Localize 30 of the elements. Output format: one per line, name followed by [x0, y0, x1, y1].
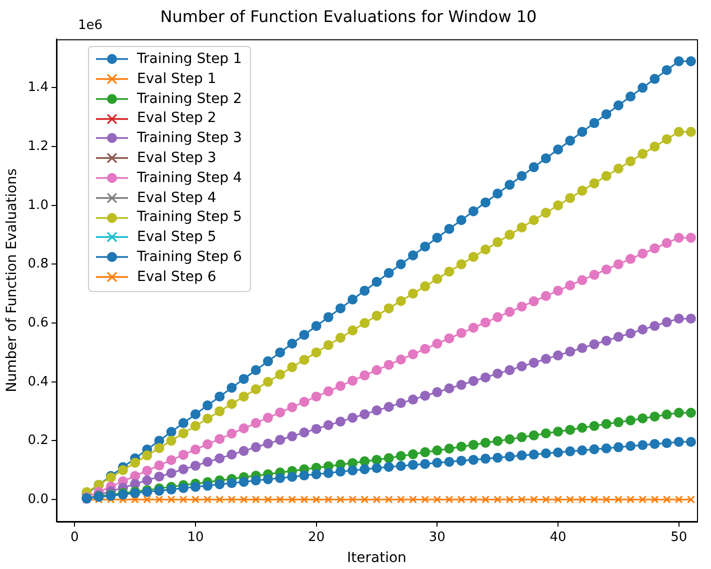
x-tick-label: 10 [187, 530, 204, 545]
y-tick-label: 1.0 [28, 198, 48, 213]
text: 1e6 [78, 18, 103, 33]
legend-label: Eval Step 6 [137, 268, 216, 285]
legend-label: Eval Step 2 [137, 110, 216, 126]
chart-title: Number of Function Evaluations for Window 10 [160, 6, 537, 26]
y-tick-label: 0.4 [28, 374, 48, 390]
x-tick-label: 50 [670, 530, 688, 545]
legend-label: Training Step 1 [137, 51, 242, 67]
y-tick-label: 0.8 [28, 256, 48, 272]
x-tick-label: 0 [70, 530, 79, 545]
legend-label: Eval Step 4 [137, 190, 216, 206]
y-tick-label: 1.2 [28, 138, 48, 154]
legend-label: Training Step 5 [137, 209, 242, 226]
y-tick-label: 0.6 [28, 315, 48, 330]
y-tick-label: 0.0 [28, 492, 48, 507]
legend-label: Training Step 3 [137, 130, 242, 146]
legend-label: Training Step 4 [137, 170, 242, 186]
legend-label: Training Step 2 [137, 90, 242, 107]
x-tick-label: 30 [428, 530, 446, 545]
legend-label: Eval Step 1 [137, 70, 216, 87]
legend-label: Eval Step 5 [137, 229, 216, 246]
y-tick-label: 1.4 [28, 80, 48, 96]
legend-label: Training Step 6 [137, 248, 242, 265]
legend-label: Eval Step 3 [137, 150, 216, 166]
y-axis-title: Number of Function Evaluations [4, 168, 20, 392]
y-tick-label: 0.2 [28, 433, 48, 448]
x-axis-title: Iteration [347, 550, 406, 566]
x-tick-label: 40 [550, 530, 566, 545]
x-tick-label: 20 [308, 530, 325, 545]
